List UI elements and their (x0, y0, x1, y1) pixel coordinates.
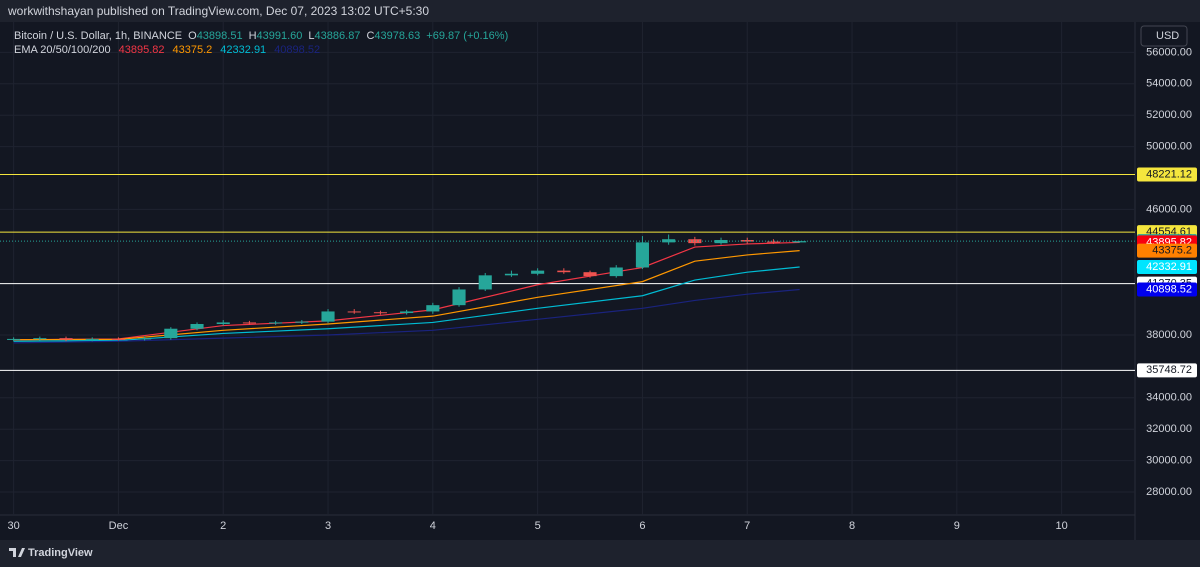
brand-logo (9, 548, 25, 557)
x-tick-label: 5 (535, 520, 541, 532)
candle-body (33, 338, 47, 340)
candle-body (662, 239, 676, 243)
ohlc-value: 43898.51 (197, 30, 243, 42)
level-tag: 35748.72 (1146, 364, 1192, 376)
ohlc-value: 43886.87 (315, 30, 361, 42)
y-tick-label: 54000.00 (1146, 78, 1192, 90)
indicator-name: EMA 20/50/100/200 (14, 44, 111, 56)
candle-body (609, 267, 623, 277)
candle-body (583, 272, 597, 277)
candle-body (635, 242, 649, 268)
level-tag: 48221.12 (1146, 168, 1192, 180)
x-tick-label: 2 (220, 520, 226, 532)
ohlc-letter: O (188, 30, 197, 42)
publisher: workwithshayan published on TradingView.… (7, 4, 429, 18)
y-tick-label: 30000.00 (1146, 455, 1192, 467)
candle-body (7, 338, 21, 340)
x-tick-label: 4 (430, 520, 436, 532)
legend-row: EMA 20/50/100/200 43895.82 43375.2 42332.91… (14, 44, 320, 56)
ema-tag-box (1137, 243, 1197, 258)
candle-body (59, 338, 73, 340)
x-tick-label: 7 (744, 520, 750, 532)
y-tick-label: 56000.00 (1146, 46, 1192, 58)
candle-body (400, 311, 414, 314)
currency: USD (1156, 30, 1179, 42)
x-tick-label: 30 (7, 520, 19, 532)
indicator-value: 43895.82 (119, 44, 165, 56)
candle-body (688, 239, 702, 244)
y-tick-label: 28000.00 (1146, 486, 1192, 498)
brand: TradingView (28, 547, 93, 559)
y-tick-label: 38000.00 (1146, 329, 1192, 341)
ema-tag: 40898.52 (1146, 283, 1192, 295)
ohlc-letter: C (366, 30, 374, 42)
indicator-value: 42332.91 (220, 44, 266, 56)
candle-body (85, 338, 99, 340)
ema-tag-box (1137, 282, 1197, 297)
y-tick-label: 32000.00 (1146, 423, 1192, 435)
candle-body (347, 311, 361, 313)
candle-body (504, 273, 518, 276)
candle-body (793, 241, 807, 243)
ohlc-letter: L (308, 30, 314, 42)
candle-body (452, 289, 466, 306)
symbol-title: Bitcoin / U.S. Dollar, 1h, BINANCE (14, 30, 182, 42)
change: +69.87 (+0.16%) (426, 30, 508, 42)
candle-body (269, 322, 283, 324)
y-tick-label: 46000.00 (1146, 203, 1192, 215)
candle-body (216, 322, 230, 325)
candle-body (766, 241, 780, 243)
x-tick-label: 3 (325, 520, 331, 532)
candle-body (426, 305, 440, 312)
candle-body (164, 328, 178, 339)
y-tick-label: 50000.00 (1146, 141, 1192, 153)
candle-body (478, 275, 492, 290)
candle-body (373, 312, 387, 314)
indicator-value: 43375.2 (173, 44, 213, 56)
ema-tag-box (1137, 259, 1197, 274)
candle-body (190, 324, 204, 329)
x-tick-label: Dec (109, 520, 129, 532)
x-tick-label: 10 (1056, 520, 1068, 532)
ema-tag: 43375.2 (1152, 245, 1192, 257)
level-tag-box (1137, 167, 1197, 182)
candle-body (138, 338, 152, 340)
bottom-bar (0, 540, 1200, 567)
level-tag-box (1137, 363, 1197, 378)
x-tick-label: 6 (639, 520, 645, 532)
indicator-value: 40898.52 (274, 44, 320, 56)
candle-body (111, 338, 125, 340)
y-tick-label: 34000.00 (1146, 392, 1192, 404)
candle-body (242, 322, 256, 324)
ohlc-letter: H (249, 30, 257, 42)
currency-box[interactable] (1140, 25, 1188, 47)
legend-row: Bitcoin / U.S. Dollar, 1h, BINANCE O43898… (14, 30, 508, 42)
candle-body (321, 311, 335, 322)
x-tick-label: 8 (849, 520, 855, 532)
top-bar (0, 0, 1200, 22)
ohlc-value: 43978.63 (374, 30, 420, 42)
x-tick-label: 9 (954, 520, 960, 532)
y-tick-label: 52000.00 (1146, 109, 1192, 121)
candle-body (295, 321, 309, 323)
candle-body (531, 270, 545, 274)
ema-tag: 42332.91 (1146, 261, 1192, 273)
candle-body (714, 240, 728, 244)
candle-body (557, 270, 571, 273)
ohlc-value: 43991.60 (257, 30, 303, 42)
